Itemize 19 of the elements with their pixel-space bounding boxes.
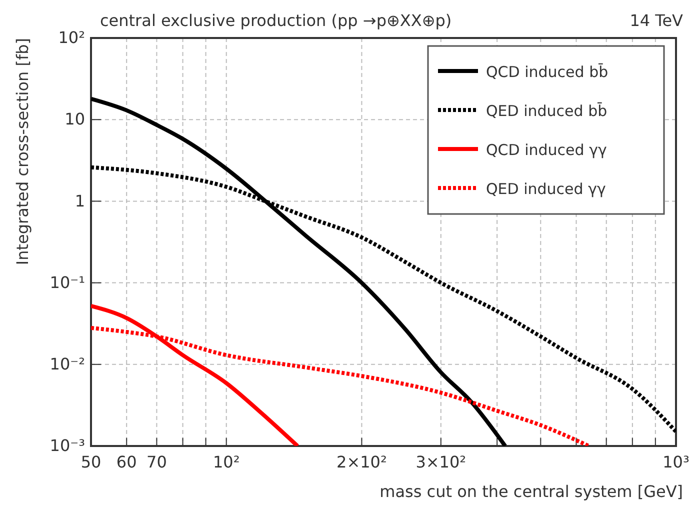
- x-tick-label: 10³: [662, 452, 690, 472]
- x-tick-label: 10²: [212, 452, 240, 472]
- text: 14 TeV: [630, 11, 684, 30]
- legend-label: QCD induced γγ: [486, 141, 607, 159]
- x-tick-label: 2×10²: [336, 452, 387, 472]
- y-tick-label: 10: [64, 110, 85, 129]
- y-tick-label: 10⁻¹: [50, 272, 85, 292]
- legend-label: QED induced γγ: [486, 180, 606, 198]
- x-tick-label: 70: [146, 452, 167, 472]
- y-tick-label: 10²: [58, 28, 85, 48]
- legend-label: QCD induced bb̄: [486, 62, 608, 81]
- x-tick-label: 3×10²: [416, 452, 466, 472]
- chart-title: central exclusive production (pp →p⊕XX⊕p): [100, 11, 452, 30]
- x-tick-label: 60: [116, 452, 137, 472]
- y-axis-title: Integrated cross-section [fb]: [13, 38, 32, 266]
- y-tick-label: 10⁻²: [50, 354, 85, 374]
- x-axis-title: mass cut on the central system [GeV]: [380, 482, 683, 501]
- y-tick-label: 1: [74, 191, 85, 210]
- legend-label: QED induced bb̄: [486, 101, 608, 120]
